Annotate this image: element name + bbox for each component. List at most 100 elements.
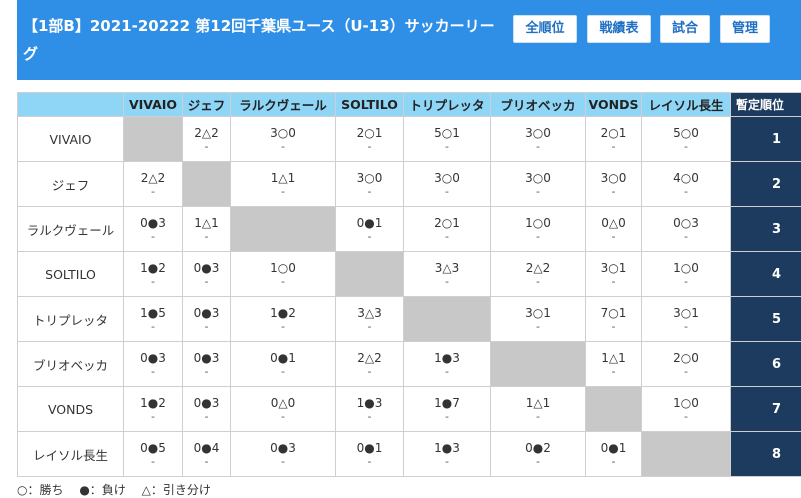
match-second-leg: - xyxy=(151,275,155,288)
match-score: 1△1 xyxy=(601,351,626,365)
match-result-cell[interactable]: 5○0- xyxy=(641,116,731,162)
match-result-cell[interactable]: 1○0- xyxy=(641,251,731,297)
match-result-cell[interactable]: 0○3- xyxy=(641,206,731,252)
match-result-cell[interactable]: 2△2- xyxy=(182,116,231,162)
match-result-cell[interactable]: 4○0- xyxy=(641,161,731,207)
match-result-cell[interactable]: 1△1- xyxy=(230,161,336,207)
match-second-leg: - xyxy=(536,320,540,333)
match-result-cell[interactable]: 3○0- xyxy=(230,116,336,162)
match-second-leg: - xyxy=(367,320,372,333)
match-second-leg: - xyxy=(611,140,616,153)
match-result-cell[interactable]: 3△3- xyxy=(403,251,491,297)
match-result-cell[interactable]: 0●4- xyxy=(182,431,231,477)
self-match-cell xyxy=(335,251,404,297)
match-result-cell[interactable]: 1○0- xyxy=(641,386,731,432)
match-score: 3○0 xyxy=(356,171,383,185)
match-result-cell[interactable]: 2○1- xyxy=(585,116,642,162)
match-second-leg: - xyxy=(684,275,688,288)
match-score: 1△1 xyxy=(270,171,296,185)
match-second-leg: - xyxy=(684,140,688,153)
match-result-cell[interactable]: 3○0- xyxy=(585,161,642,207)
match-result-cell[interactable]: 3○0- xyxy=(490,116,586,162)
nav-button-admin[interactable]: 管理 xyxy=(720,15,770,43)
match-second-leg: - xyxy=(536,455,540,468)
match-result-cell[interactable]: 7○1- xyxy=(585,296,642,342)
match-result-cell[interactable]: 1△1- xyxy=(182,206,231,252)
match-result-cell[interactable]: 1●2- xyxy=(123,386,183,432)
match-score: 3○0 xyxy=(525,171,551,185)
match-score: 0●1 xyxy=(270,351,296,365)
match-result-cell[interactable]: 2△2- xyxy=(123,161,183,207)
page-title: 【1部B】2021-20222 第12回千葉県ユース（U-13）サッカーリーグ xyxy=(23,17,495,63)
match-result-cell[interactable]: 0●3- xyxy=(182,341,231,387)
match-result-cell[interactable]: 2○1- xyxy=(335,116,404,162)
match-result-cell[interactable]: 3○1- xyxy=(585,251,642,297)
match-result-cell[interactable]: 0●1- xyxy=(585,431,642,477)
match-result-cell[interactable]: 3○1- xyxy=(490,296,586,342)
match-second-leg: - xyxy=(367,140,372,153)
match-result-cell[interactable]: 0△0- xyxy=(230,386,336,432)
match-result-cell[interactable]: 1●2- xyxy=(230,296,336,342)
match-result-cell[interactable]: 2○0- xyxy=(641,341,731,387)
match-second-leg: - xyxy=(536,275,540,288)
match-result-cell[interactable]: 1○0- xyxy=(230,251,336,297)
match-second-leg: - xyxy=(151,365,155,378)
match-result-cell[interactable]: 5○1- xyxy=(403,116,491,162)
match-result-cell[interactable]: 1●5- xyxy=(123,296,183,342)
table-row: トリプレッタ 1●5-0●3-1●2-3△3-3○1-7○1-3○1-5 xyxy=(17,296,801,342)
match-score: 2○1 xyxy=(356,126,383,140)
match-score: 0●3 xyxy=(193,351,220,365)
match-result-cell[interactable]: 1○0- xyxy=(490,206,586,252)
nav-button-all-standings[interactable]: 全順位 xyxy=(513,15,577,43)
match-result-cell[interactable]: 0●1- xyxy=(335,206,404,252)
match-result-cell[interactable]: 0●3- xyxy=(182,296,231,342)
match-result-cell[interactable]: 0●3- xyxy=(123,341,183,387)
match-result-cell[interactable]: 3○1- xyxy=(641,296,731,342)
self-match-cell xyxy=(182,161,231,207)
match-result-cell[interactable]: 2△2- xyxy=(490,251,586,297)
match-result-cell[interactable]: 0●3- xyxy=(182,386,231,432)
table-row: ジェフ 2△2-1△1-3○0-3○0-3○0-3○0-4○0-2 xyxy=(17,161,801,207)
match-second-leg: - xyxy=(204,230,209,243)
provisional-rank: 1 xyxy=(730,116,801,162)
row-team-name: ブリオベッカ xyxy=(17,341,124,387)
match-result-cell[interactable]: 0●5- xyxy=(123,431,183,477)
match-result-cell[interactable]: 0△0- xyxy=(585,206,642,252)
match-result-cell[interactable]: 3○0- xyxy=(403,161,491,207)
match-result-cell[interactable]: 1●7- xyxy=(403,386,491,432)
match-second-leg: - xyxy=(367,365,372,378)
match-result-cell[interactable]: 2○1- xyxy=(403,206,491,252)
match-result-cell[interactable]: 1△1- xyxy=(490,386,586,432)
match-second-leg: - xyxy=(611,185,616,198)
match-score: 1○0 xyxy=(270,261,296,275)
match-score: 0●3 xyxy=(270,441,296,455)
match-score: 1○0 xyxy=(673,396,699,410)
match-result-cell[interactable]: 0●3- xyxy=(123,206,183,252)
match-result-cell[interactable]: 3○0- xyxy=(490,161,586,207)
match-second-leg: - xyxy=(445,185,449,198)
nav-button-results-table[interactable]: 戦績表 xyxy=(587,15,651,43)
match-result-cell[interactable]: 1●3- xyxy=(403,431,491,477)
match-second-leg: - xyxy=(204,410,209,423)
match-result-cell[interactable]: 0●2- xyxy=(490,431,586,477)
match-result-cell[interactable]: 3△3- xyxy=(335,296,404,342)
match-result-cell[interactable]: 1●2- xyxy=(123,251,183,297)
row-team-name: SOLTILO xyxy=(17,251,124,297)
match-result-cell[interactable]: 1●3- xyxy=(335,386,404,432)
match-result-cell[interactable]: 0●1- xyxy=(230,341,336,387)
match-result-cell[interactable]: 1●3- xyxy=(403,341,491,387)
nav-button-matches[interactable]: 試合 xyxy=(660,15,710,43)
match-result-cell[interactable]: 0●3- xyxy=(230,431,336,477)
match-result-cell[interactable]: 0●3- xyxy=(182,251,231,297)
provisional-rank: 4 xyxy=(730,251,801,297)
results-table-container[interactable]: VIVAIO ジェフ ラルクヴェール SOLTILO トリプレッタ ブリオベッカ VONDS… xyxy=(17,92,801,478)
match-score: 0●1 xyxy=(356,441,383,455)
match-result-cell[interactable]: 0●1- xyxy=(335,431,404,477)
match-result-cell[interactable]: 2△2- xyxy=(335,341,404,387)
match-second-leg: - xyxy=(536,185,540,198)
match-score: 0●5 xyxy=(140,441,166,455)
self-match-cell xyxy=(585,386,642,432)
match-second-leg: - xyxy=(445,455,449,468)
match-result-cell[interactable]: 3○0- xyxy=(335,161,404,207)
match-result-cell[interactable]: 1△1- xyxy=(585,341,642,387)
